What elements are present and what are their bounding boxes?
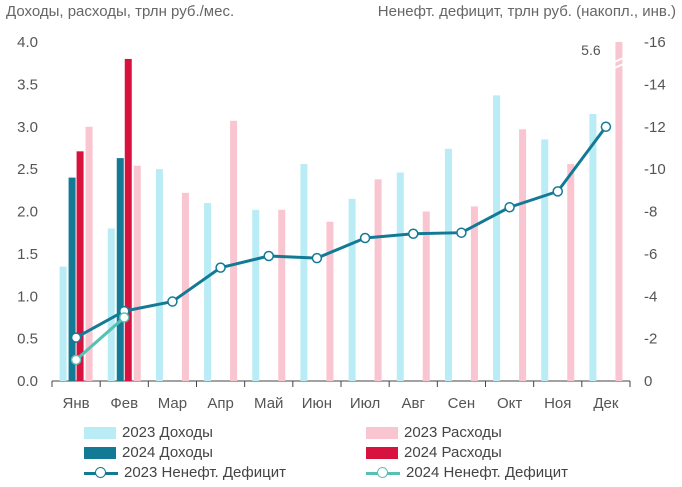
bar-expense-2023 [181, 192, 189, 381]
x-axis-tick-label: Фев [110, 395, 138, 412]
bar-expense-2023 [230, 120, 238, 381]
left-axis-tick-label: 2.0 [17, 204, 38, 221]
bar-income-2023 [300, 164, 308, 381]
bar-income-2024 [68, 177, 76, 381]
point-deficit-2024 [70, 354, 82, 366]
legend-swatch-expense-2024 [366, 446, 398, 459]
legend-item-deficit-2023: 2023 Ненефт. Дефицит [84, 464, 286, 481]
legend-swatch-deficit-2023 [84, 466, 118, 479]
right-axis-tick-label: 0 [644, 373, 652, 390]
bar-expense-2024 [76, 151, 84, 381]
right-axis-tick-label: -4 [644, 288, 657, 305]
x-axis-tick-label: Мар [158, 395, 187, 412]
bar-value-annotation: 5.6 [581, 42, 601, 58]
bar-income-2023 [59, 266, 67, 381]
right-axis-tick-label: -6 [644, 246, 657, 263]
line-deficit-2023 [75, 125, 608, 339]
bar-expense-2023 [278, 209, 286, 381]
legend-swatch-income-2023 [84, 426, 116, 439]
legend-item-income-2023: 2023 Доходы [84, 424, 213, 441]
legend-swatch-deficit-2024 [366, 466, 400, 479]
point-deficit-2023 [359, 232, 371, 244]
x-axis-tick-label: Май [254, 395, 283, 412]
bar-expense-2023 [615, 42, 623, 381]
bar-income-2023 [155, 169, 163, 381]
left-axis-tick-label: 3.5 [17, 76, 38, 93]
point-deficit-2023 [263, 250, 274, 262]
legend-swatch-expense-2023 [366, 426, 398, 439]
x-axis-tick-label: Дек [593, 395, 619, 412]
point-deficit-2023 [215, 262, 226, 273]
right-axis-title: Ненефт. дефицит, трлн руб. (накопл., инв… [377, 3, 676, 20]
legend-label-income-2023: 2023 Доходы [122, 424, 213, 441]
legend-label-expense-2024: 2024 Расходы [404, 444, 502, 461]
line-deficit-2024 [75, 316, 126, 361]
bar-expense-2023 [519, 129, 527, 381]
bar-expense-2024 [124, 58, 132, 381]
legend-label-income-2024: 2024 Доходы [122, 444, 213, 461]
bar-expense-2023 [326, 221, 334, 381]
point-deficit-2023 [408, 228, 419, 239]
bar-axis-break-mark [614, 57, 624, 63]
legend-item-income-2024: 2024 Доходы [84, 444, 213, 461]
legend: 2023 Доходы 2023 Расходы 2024 Доходы 202… [0, 420, 682, 487]
x-axis-tick-label: Окт [497, 395, 522, 412]
bar-axis-break-mark [614, 63, 624, 69]
legend-item-deficit-2024: 2024 Ненефт. Дефицит [366, 464, 568, 481]
bar-expense-2023 [470, 206, 478, 381]
bar-income-2023 [444, 148, 452, 381]
legend-item-expense-2023: 2023 Расходы [366, 424, 502, 441]
left-axis-tick-label: 2.5 [17, 161, 38, 178]
bar-income-2023 [107, 228, 115, 381]
point-deficit-2023 [70, 332, 82, 343]
right-axis-tick-label: -14 [644, 76, 666, 93]
bar-income-2023 [204, 203, 212, 381]
point-deficit-2023 [600, 121, 612, 132]
bar-expense-2023 [422, 211, 430, 381]
point-deficit-2024 [119, 312, 130, 323]
x-axis-tick-label: Ноя [544, 395, 571, 412]
left-axis-tick-label: 1.0 [17, 288, 38, 305]
x-axis-tick-label: Апр [207, 395, 233, 412]
left-axis-tick-label: 1.5 [17, 246, 38, 263]
bar-income-2023 [252, 209, 260, 381]
left-axis-tick-label: 0.5 [17, 331, 38, 348]
left-axis-title: Доходы, расходы, трлн руб./мес. [6, 3, 235, 20]
right-axis-tick-label: -2 [644, 331, 657, 348]
point-deficit-2023 [311, 252, 323, 264]
bar-income-2023 [348, 198, 356, 381]
point-deficit-2023 [456, 227, 467, 238]
x-axis-tick-label: Авг [402, 395, 426, 412]
legend-label-deficit-2023: 2023 Ненефт. Дефицит [124, 464, 286, 481]
bar-income-2024 [116, 158, 124, 381]
bar-income-2023 [541, 139, 549, 381]
point-deficit-2023 [167, 296, 178, 307]
legend-swatch-income-2024 [84, 446, 116, 459]
legend-label-expense-2023: 2023 Расходы [404, 424, 502, 441]
x-axis-tick-label: Сен [448, 395, 475, 412]
bar-expense-2023 [85, 126, 93, 381]
left-axis-tick-label: 3.0 [17, 119, 38, 136]
point-deficit-2023 [504, 202, 515, 213]
bar-income-2023 [396, 172, 404, 381]
legend-label-deficit-2024: 2024 Ненефт. Дефицит [406, 464, 568, 481]
bar-income-2023 [589, 114, 597, 381]
bar-expense-2023 [567, 164, 575, 381]
x-axis-tick-label: Июн [302, 395, 332, 412]
left-axis-tick-label: 4.0 [17, 34, 38, 51]
bar-income-2023 [493, 95, 501, 381]
point-deficit-2023 [552, 186, 563, 197]
x-axis-tick-label: Янв [63, 395, 90, 412]
bar-expense-2023 [374, 179, 382, 381]
bar-expense-2023 [133, 165, 141, 381]
left-axis-tick-label: 0.0 [17, 373, 38, 390]
right-axis-tick-label: -12 [644, 119, 666, 136]
x-axis-tick-label: Июл [350, 395, 380, 412]
legend-item-expense-2024: 2024 Расходы [366, 444, 502, 461]
chart-plot: 0.0 0.5 1.0 1.5 2.0 2.5 3.0 3.5 4.0 0 -2 -4 -6 -8 -10 -… [17, 34, 666, 412]
right-axis-tick-label: -10 [644, 161, 666, 178]
right-axis-tick-label: -16 [644, 34, 666, 51]
right-axis-tick-label: -8 [644, 204, 657, 221]
